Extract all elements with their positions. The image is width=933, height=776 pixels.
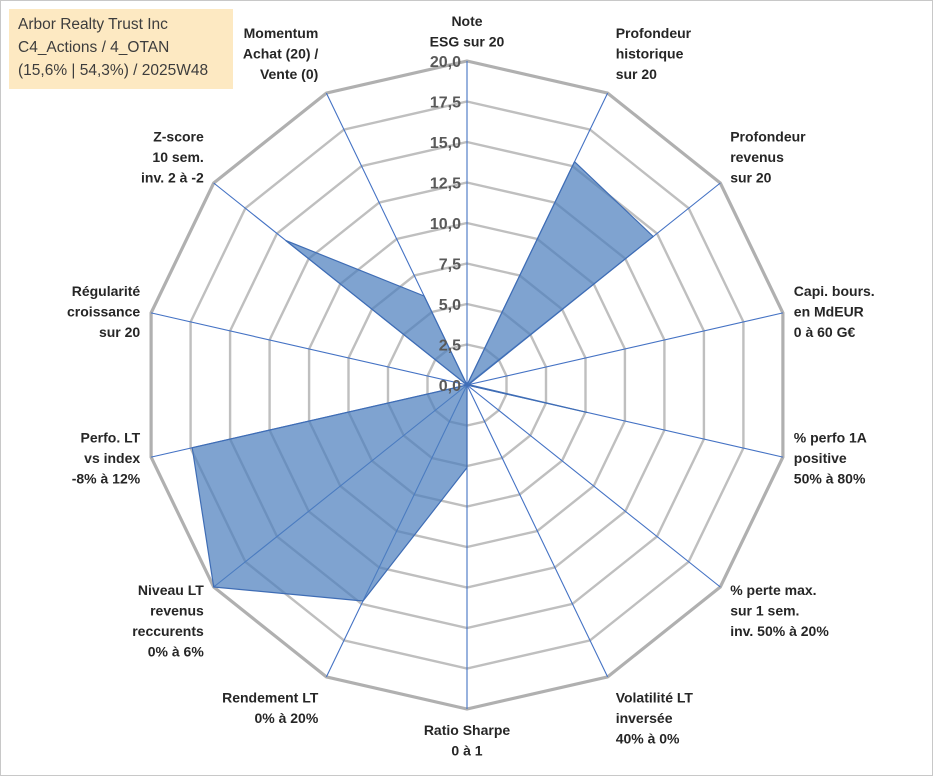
tick-label-8: 20,0 xyxy=(430,54,461,71)
axis-label-6-line-1: inversée xyxy=(616,710,673,726)
axis-label-10-line-2: -8% à 12% xyxy=(72,471,141,487)
axis-label-11: Régularité croissance sur 20 xyxy=(67,283,140,340)
axis-label-11-line-1: croissance xyxy=(67,304,140,320)
axis-label-3-line-1: en MdEUR xyxy=(794,304,864,320)
axis-label-6-line-0: Volatilité LT xyxy=(616,689,694,705)
axis-label-9-line-1: revenus xyxy=(150,603,204,619)
axis-label-5-line-2: inv. 50% à 20% xyxy=(730,623,829,639)
axis-label-5-line-1: sur 1 sem. xyxy=(730,603,799,619)
axis-label-11-line-2: sur 20 xyxy=(99,324,140,340)
tick-label-1: 2,5 xyxy=(439,338,461,355)
radar-axis-labels: Note ESG sur 20 Profondeur historique sur 20… xyxy=(67,13,875,759)
axis-label-5: % perte max. sur 1 sem. inv. 50% à 20% xyxy=(730,582,829,639)
tick-label-3: 7,5 xyxy=(439,257,461,274)
axis-label-13-line-2: Vente (0) xyxy=(260,66,318,82)
axis-label-3-line-2: 0 à 60 G€ xyxy=(794,324,856,340)
radar-tick-labels: 0,0 2,5 5,0 7,5 10,0 12,5 15,0 17,5 20,0 xyxy=(430,54,461,395)
tick-label-4: 10,0 xyxy=(430,216,461,233)
axis-label-1-line-2: sur 20 xyxy=(616,66,657,82)
axis-spoke-3 xyxy=(466,312,784,386)
axis-label-4: % perfo 1A positive 50% à 80% xyxy=(794,430,867,487)
axis-label-9-line-0: Niveau LT xyxy=(138,582,204,598)
tick-label-2: 5,0 xyxy=(439,297,461,314)
axis-label-12-line-1: 10 sem. xyxy=(152,149,203,165)
axis-label-1-line-1: historique xyxy=(616,46,684,62)
axis-label-8-line-0: Rendement LT xyxy=(222,689,319,705)
radar-series xyxy=(191,161,654,602)
portfolio-category: C4_Actions / 4_OTAN xyxy=(18,39,170,56)
axis-label-5-line-0: % perte max. xyxy=(730,582,816,598)
tick-label-6: 15,0 xyxy=(430,135,461,152)
axis-label-0-line-1: ESG sur 20 xyxy=(430,34,505,50)
axis-label-13-line-0: Momentum xyxy=(244,25,319,41)
axis-label-13: Momentum Achat (20) / Vente (0) xyxy=(243,25,319,82)
axis-spoke-11 xyxy=(150,312,468,386)
tick-label-5: 12,5 xyxy=(430,176,461,193)
axis-label-13-line-1: Achat (20) / xyxy=(243,46,319,62)
axis-label-4-line-0: % perfo 1A xyxy=(794,430,867,446)
series-area-0 xyxy=(191,161,654,602)
axis-label-3-line-0: Capi. bours. xyxy=(794,283,875,299)
axis-label-6-line-2: 40% à 0% xyxy=(616,730,680,746)
axis-label-10-line-1: vs index xyxy=(84,450,140,466)
axis-label-12-line-2: inv. 2 à -2 xyxy=(141,169,204,185)
tick-label-7: 17,5 xyxy=(430,95,461,112)
axis-label-1: Profondeur historique sur 20 xyxy=(616,25,692,82)
axis-label-0: Note ESG sur 20 xyxy=(430,13,505,50)
company-name: Arbor Realty Trust Inc xyxy=(18,16,168,33)
axis-label-9-line-2: reccurents xyxy=(132,623,204,639)
axis-label-9-line-3: 0% à 6% xyxy=(148,644,205,660)
axis-label-3: Capi. bours. en MdEUR 0 à 60 G€ xyxy=(794,283,875,340)
axis-label-6: Volatilité LT inversée 40% à 0% xyxy=(616,689,694,746)
axis-spoke-6 xyxy=(466,384,609,678)
axis-label-4-line-1: positive xyxy=(794,450,847,466)
info-box: Arbor Realty Trust Inc C4_Actions / 4_OT… xyxy=(9,9,233,89)
axis-label-7-line-1: 0 à 1 xyxy=(451,743,482,759)
axis-label-4-line-2: 50% à 80% xyxy=(794,471,866,487)
axis-label-0-line-0: Note xyxy=(451,13,482,29)
axis-label-7: Ratio Sharpe 0 à 1 xyxy=(424,722,511,759)
axis-label-8-line-1: 0% à 20% xyxy=(254,710,318,726)
axis-label-2-line-0: Profondeur xyxy=(730,128,806,144)
axis-label-1-line-0: Profondeur xyxy=(616,25,692,41)
performance-week: (15,6% | 54,3%) / 2025W48 xyxy=(18,62,209,79)
axis-label-9: Niveau LT revenus reccurents 0% à 6% xyxy=(132,582,204,660)
axis-label-12-line-0: Z-score xyxy=(153,128,204,144)
axis-label-2: Profondeur revenus sur 20 xyxy=(730,128,806,185)
axis-label-12: Z-score 10 sem. inv. 2 à -2 xyxy=(141,128,204,185)
axis-label-10: Perfo. LT vs index -8% à 12% xyxy=(72,430,141,487)
axis-label-2-line-1: revenus xyxy=(730,149,784,165)
axis-spoke-5 xyxy=(466,384,721,588)
tick-label-0: 0,0 xyxy=(439,378,461,395)
axis-label-2-line-2: sur 20 xyxy=(730,169,771,185)
axis-label-10-line-0: Perfo. LT xyxy=(81,430,141,446)
axis-label-7-line-0: Ratio Sharpe xyxy=(424,722,511,738)
axis-label-8: Rendement LT 0% à 20% xyxy=(222,689,319,726)
axis-label-11-line-0: Régularité xyxy=(72,283,141,299)
